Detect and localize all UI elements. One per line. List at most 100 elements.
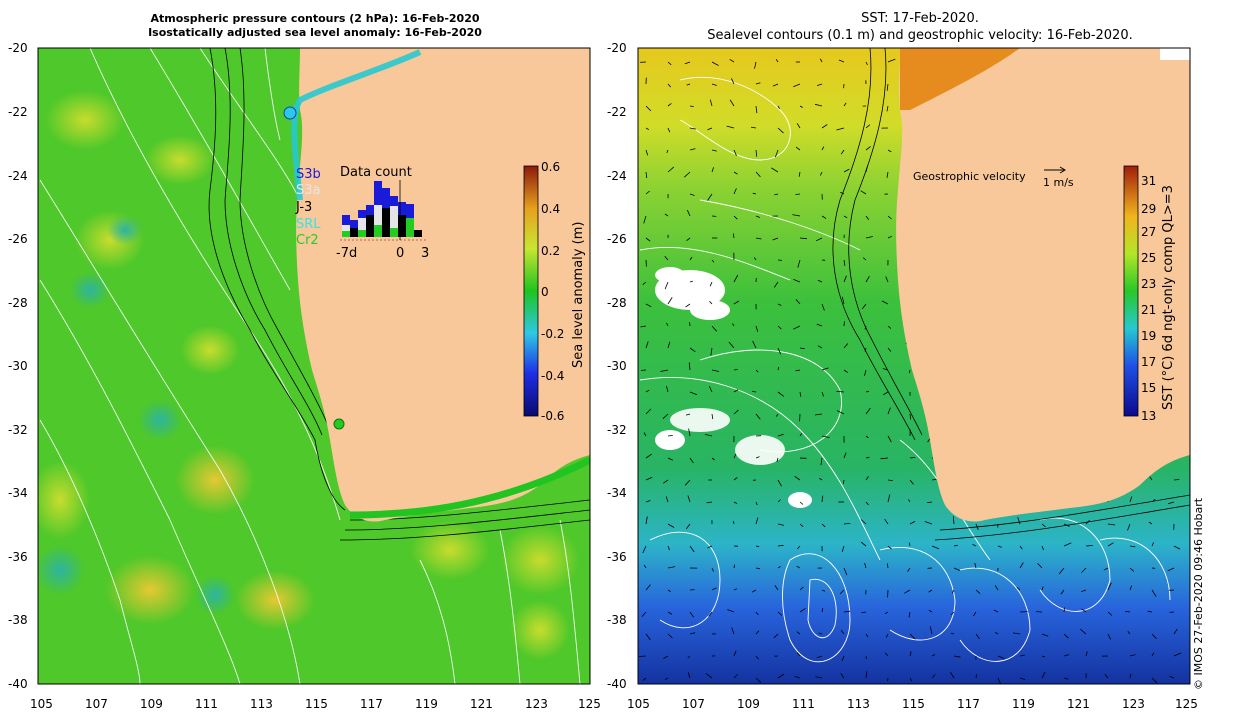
right-map-frame (637, 47, 1191, 685)
ssa-colorbar-ticks: 0.6 0.4 0.2 0 -0.2 -0.4 -0.6 (541, 160, 564, 423)
sst-colorbar-label: SST (°C) 6d ngt-only comp QL>=3 (1161, 185, 1176, 410)
australia-land-sst (896, 48, 1190, 522)
tide-gauge-marker (333, 418, 345, 430)
sst-cb-tick: 21 (1141, 303, 1156, 317)
inset-xtick: 0 (396, 246, 404, 261)
lon-tick: 125 (578, 697, 601, 711)
lon-tick: 105 (627, 697, 650, 711)
right-lon-ticks: 105 107 109 111 113 115 117 119 121 123 … (627, 697, 1198, 711)
lon-tick: 115 (305, 697, 328, 711)
lon-tick: 123 (525, 697, 548, 711)
ssa-cb-tick: -0.4 (541, 369, 564, 383)
legend-item-s3a: S3a (296, 183, 321, 198)
lon-tick: 123 (1122, 697, 1145, 711)
sst-cb-tick: 23 (1141, 277, 1156, 291)
right-title-line2: Sealevel contours (0.1 m) and geostrophi… (707, 28, 1133, 43)
lat-tick: -38 (607, 613, 627, 627)
lon-tick: 115 (902, 697, 925, 711)
lat-tick: -36 (607, 550, 627, 564)
australia-land (296, 48, 590, 522)
lat-tick: -20 (607, 41, 627, 55)
lon-tick: 105 (30, 697, 53, 711)
ssa-cb-tick: 0 (541, 285, 549, 299)
ssa-cb-tick: 0.6 (541, 160, 560, 174)
sst-cb-tick: 27 (1141, 225, 1156, 239)
data-count-inset (340, 178, 426, 241)
lon-tick: 107 (682, 697, 705, 711)
legend-item-cr2: Cr2 (296, 233, 319, 248)
sst-cb-tick: 29 (1141, 202, 1156, 216)
inset-xtick: -7d (336, 246, 357, 261)
lon-tick: 125 (1175, 697, 1198, 711)
sst-cb-tick: 25 (1141, 251, 1156, 265)
lat-tick: -26 (607, 232, 627, 246)
sst-map (638, 48, 1190, 684)
northwest-warm-coast (900, 48, 1020, 110)
lon-tick: 119 (1012, 697, 1035, 711)
ssa-cb-tick: 0.4 (541, 202, 560, 216)
pressure-contours (39, 48, 581, 684)
lat-tick: -32 (8, 423, 28, 437)
lon-tick: 111 (195, 697, 218, 711)
lon-tick: 113 (847, 697, 870, 711)
lat-tick: -26 (8, 232, 28, 246)
velocity-scale-label: 1 m/s (1043, 176, 1074, 189)
lat-tick: -22 (607, 105, 627, 119)
sst-cb-tick: 15 (1141, 381, 1156, 395)
sst-bathymetry (832, 48, 1190, 541)
lat-tick: -24 (607, 169, 627, 183)
left-map-frame (37, 47, 591, 685)
sst-cb-tick: 17 (1141, 355, 1156, 369)
lat-tick: -38 (8, 613, 28, 627)
lat-tick: -32 (607, 423, 627, 437)
lat-tick: -20 (8, 41, 28, 55)
sst-colorbar (1123, 165, 1139, 417)
right-map-title: SST: 17-Feb-2020. Sealevel contours (0.1… (640, 10, 1200, 44)
sea-level-anomaly-map (38, 48, 590, 684)
coastal-ssa-strip (291, 49, 422, 201)
lon-tick: 111 (792, 697, 815, 711)
lat-tick: -30 (607, 359, 627, 373)
ssa-colorbar (523, 165, 539, 417)
lon-tick: 119 (415, 697, 438, 711)
lon-tick: 107 (85, 697, 108, 711)
left-title-line2: Isostatically adjusted sea level anomaly… (148, 26, 482, 39)
lat-tick: -34 (607, 486, 627, 500)
ssa-colorbar-label: Sea level anomaly (m) (571, 222, 586, 368)
left-map-title: Atmospheric pressure contours (2 hPa): 1… (40, 12, 590, 40)
lon-tick: 121 (470, 697, 493, 711)
lat-tick: -30 (8, 359, 28, 373)
inset-xtick: 3 (421, 246, 429, 261)
ssa-cb-tick: -0.2 (541, 327, 564, 341)
lat-tick: -40 (607, 677, 627, 691)
inset-title: Data count (340, 165, 412, 180)
left-lon-ticks: 105 107 109 111 113 115 117 119 121 123 … (30, 697, 601, 711)
legend-item-j3: J-3 (295, 200, 312, 215)
left-lat-ticks: -20 -22 -24 -26 -28 -30 -32 -34 -36 -38 … (8, 41, 28, 691)
lat-tick: -28 (607, 296, 627, 310)
sst-colorbar-ticks: 31 29 27 25 23 21 19 17 15 13 (1141, 174, 1156, 423)
right-lat-ticks: -20 -22 -24 -26 -28 -30 -32 -34 -36 -38 … (607, 41, 627, 691)
right-title-line1: SST: 17-Feb-2020. (861, 11, 979, 26)
lon-tick: 117 (957, 697, 980, 711)
ssa-cb-tick: -0.6 (541, 409, 564, 423)
lon-tick: 117 (360, 697, 383, 711)
lat-tick: -34 (8, 486, 28, 500)
lat-tick: -40 (8, 677, 28, 691)
ssa-anomaly-blobs (38, 90, 580, 660)
velocity-label: Geostrophic velocity (913, 170, 1026, 183)
sst-cb-tick: 31 (1141, 174, 1156, 188)
lon-tick: 121 (1067, 697, 1090, 711)
lon-tick: 109 (737, 697, 760, 711)
lat-tick: -36 (8, 550, 28, 564)
lon-tick: 109 (140, 697, 163, 711)
lon-tick: 113 (250, 697, 273, 711)
tide-gauge-marker (283, 106, 297, 120)
legend-item-srl: SRL (296, 217, 321, 232)
legend-item-s3b: S3b (296, 167, 321, 182)
sst-cb-tick: 19 (1141, 329, 1156, 343)
inset-bars (342, 181, 422, 237)
lat-tick: -24 (8, 169, 28, 183)
sealevel-contours (639, 76, 1171, 663)
